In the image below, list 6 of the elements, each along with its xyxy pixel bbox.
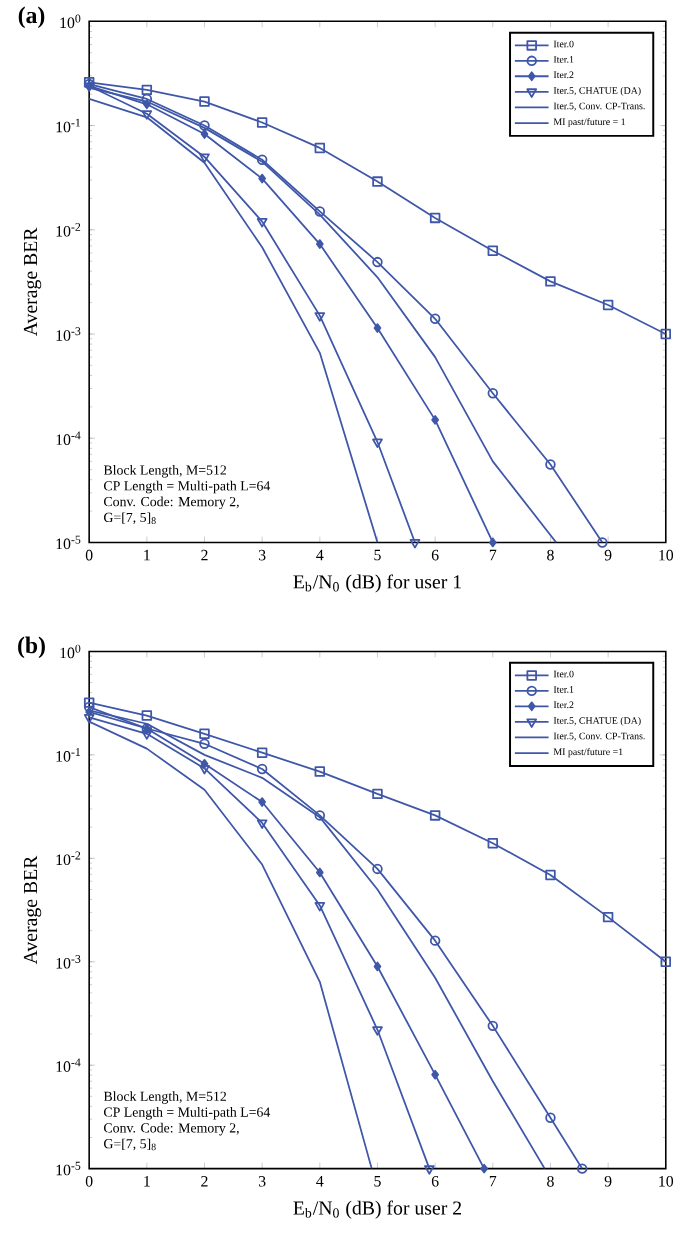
y-axis-title: Average BER (24, 227, 42, 337)
chart-title: (a) (18, 6, 45, 29)
x-axis-title: E$_{b}$/N$_{0}$ (dB) for user 1 (293, 574, 462, 593)
chart-title: (b) (18, 636, 46, 659)
y-axis-title: Average BER (24, 855, 42, 965)
x-axis-title: E$_{b}$/N$_{0}$ (dB) for user 2 (293, 1200, 462, 1219)
